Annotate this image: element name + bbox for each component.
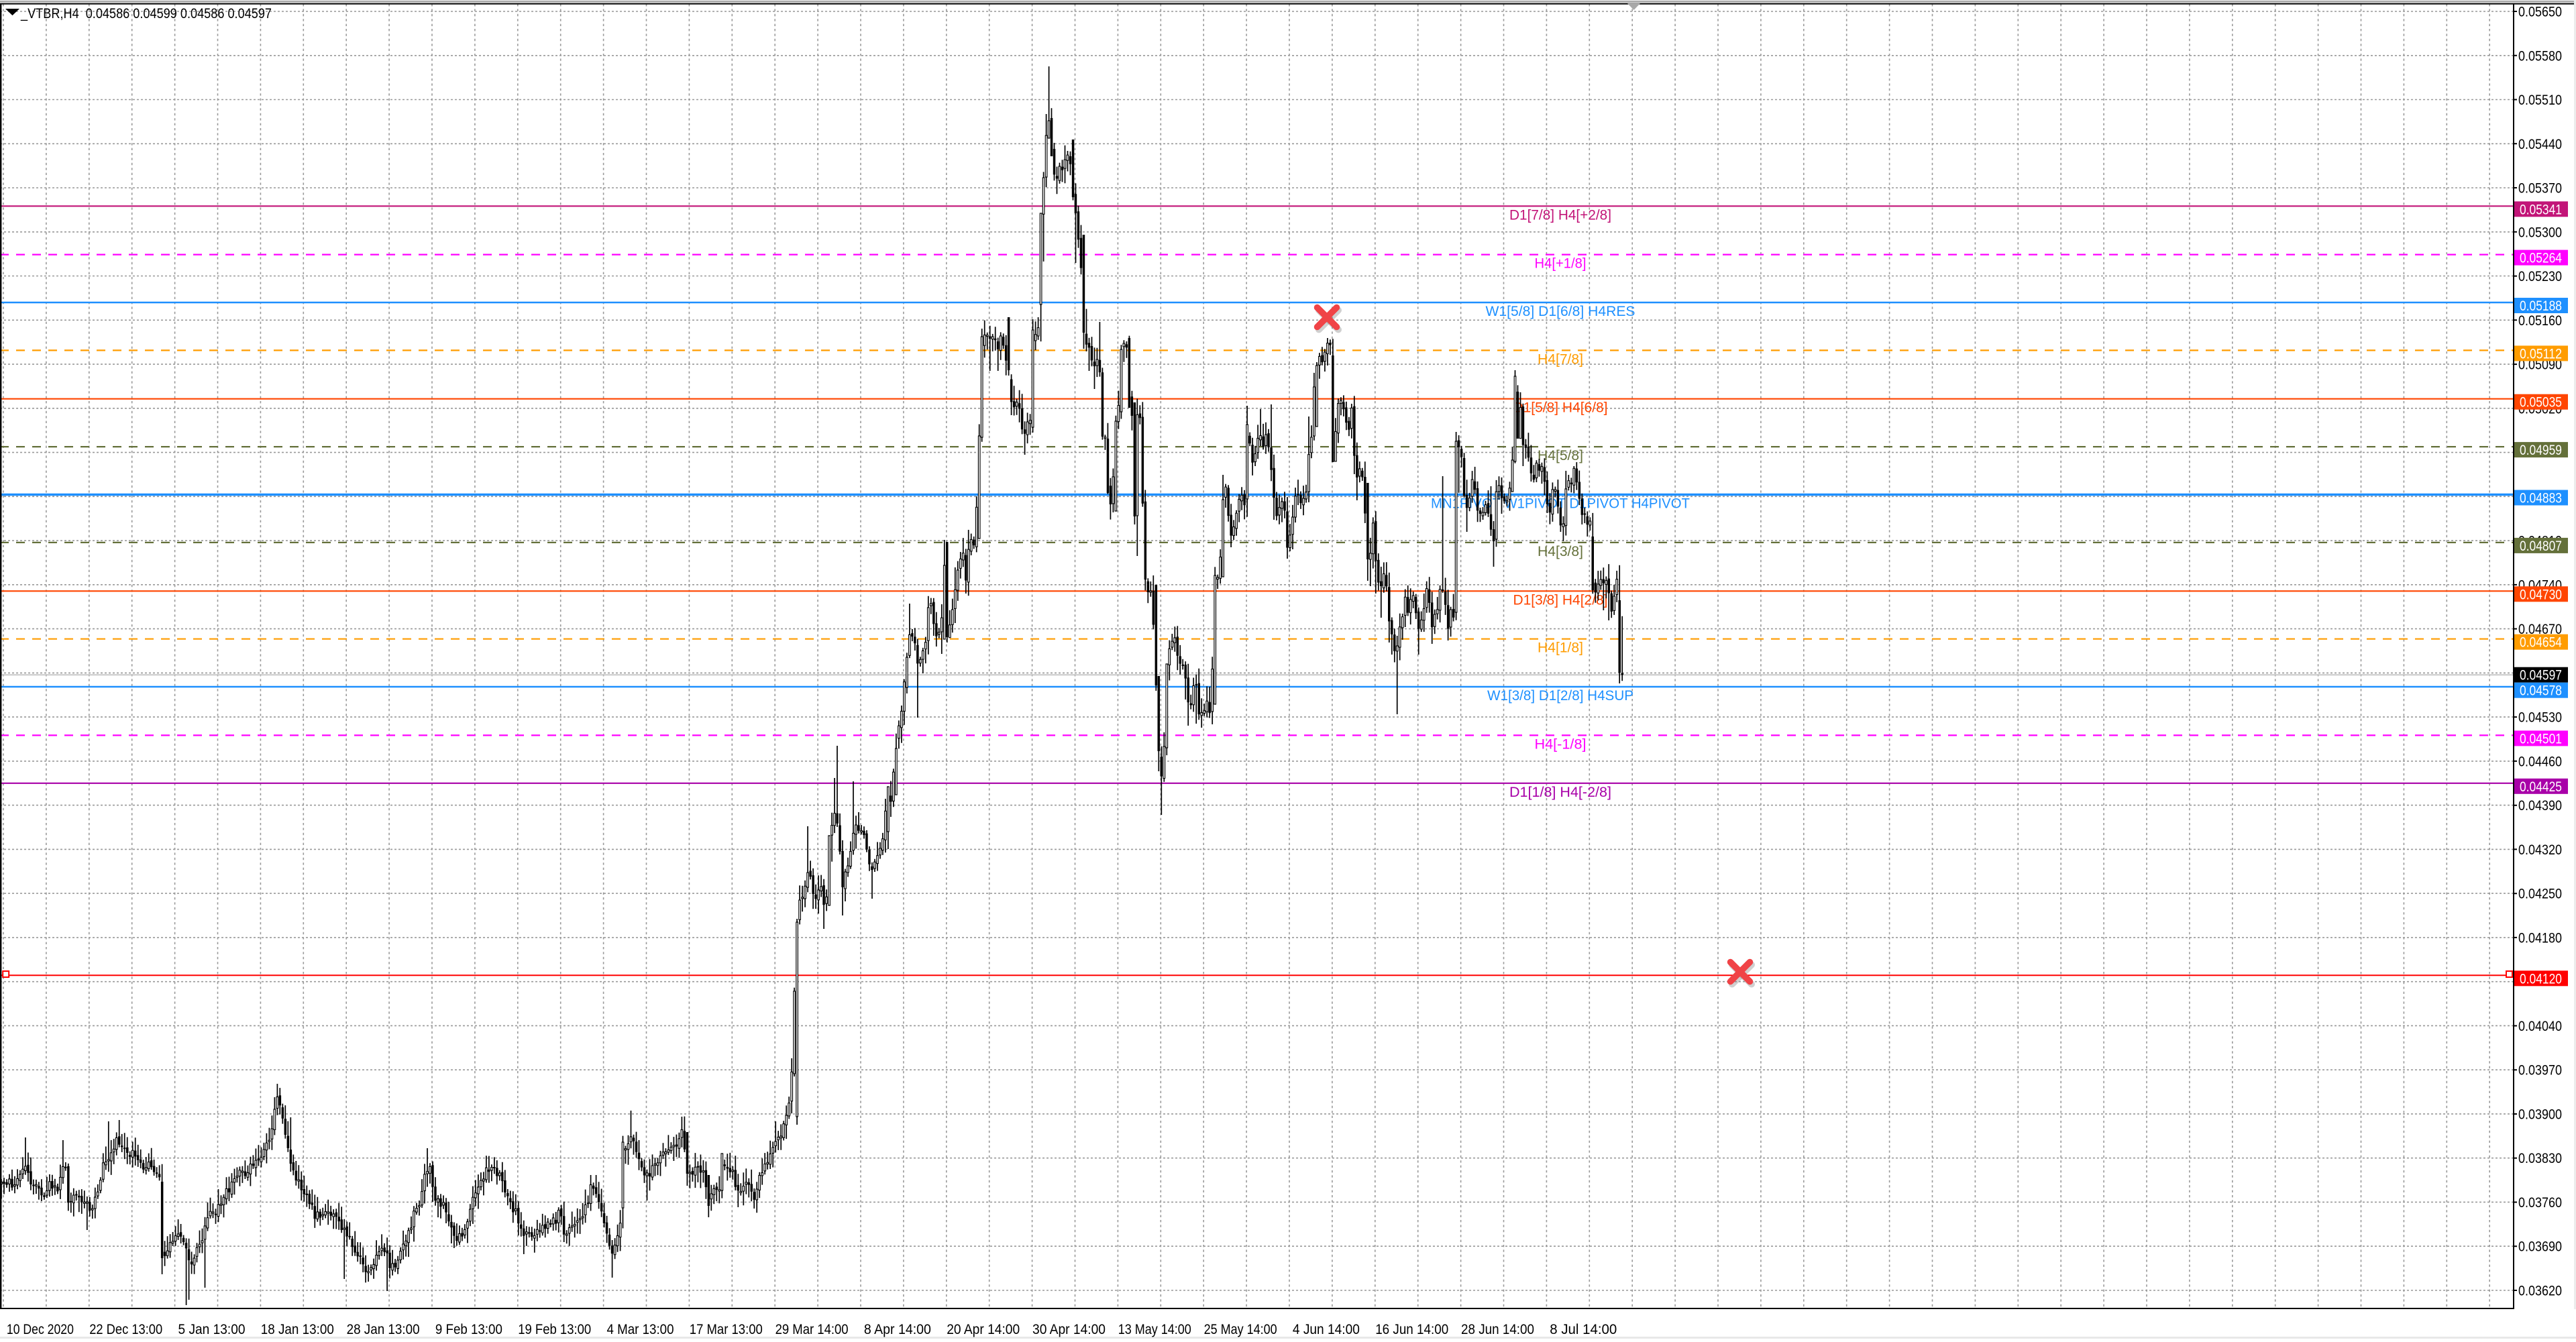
svg-text:4 Jun 14:00: 4 Jun 14:00 xyxy=(1293,1322,1360,1337)
svg-text:28 Jun 14:00: 28 Jun 14:00 xyxy=(1461,1322,1534,1337)
svg-text:0.05160: 0.05160 xyxy=(2518,313,2562,329)
svg-text:0.04730: 0.04730 xyxy=(2520,587,2562,602)
svg-text:0.05341: 0.05341 xyxy=(2520,202,2562,217)
svg-text:0.05230: 0.05230 xyxy=(2518,269,2562,284)
svg-text:0.04959: 0.04959 xyxy=(2520,443,2562,458)
svg-text:0.05580: 0.05580 xyxy=(2518,48,2562,64)
svg-text:0.04597: 0.04597 xyxy=(2520,668,2562,683)
svg-text:H4[+1/8]: H4[+1/8] xyxy=(1535,256,1587,272)
svg-text:0.03970: 0.03970 xyxy=(2518,1063,2562,1078)
svg-text:10 Dec 2020: 10 Dec 2020 xyxy=(7,1322,74,1337)
svg-text:W1[3/8] D1[2/8] H4SUP: W1[3/8] D1[2/8] H4SUP xyxy=(1487,688,1633,704)
svg-text:0.04250: 0.04250 xyxy=(2518,887,2562,902)
svg-text:0.05112: 0.05112 xyxy=(2520,346,2562,361)
svg-text:0.03830: 0.03830 xyxy=(2518,1151,2562,1166)
svg-text:D1[1/8] H4[-2/8]: D1[1/8] H4[-2/8] xyxy=(1509,785,1611,800)
svg-text:0.05035: 0.05035 xyxy=(2520,395,2562,410)
svg-text:0.04460: 0.04460 xyxy=(2518,754,2562,769)
svg-text:0.04501: 0.04501 xyxy=(2520,731,2562,746)
svg-text:28 Jan 13:00: 28 Jan 13:00 xyxy=(347,1322,420,1337)
svg-text:_VTBR,H4 0.04586 0.04599 0.04: _VTBR,H4 0.04586 0.04599 0.04586 0.04597 xyxy=(20,6,272,21)
svg-text:H4[3/8]: H4[3/8] xyxy=(1538,544,1583,559)
svg-text:H4[-1/8]: H4[-1/8] xyxy=(1535,736,1587,752)
svg-text:8 Jul 14:00: 8 Jul 14:00 xyxy=(1550,1322,1617,1337)
svg-text:0.05264: 0.05264 xyxy=(2520,251,2562,266)
svg-text:25 May 14:00: 25 May 14:00 xyxy=(1204,1322,1277,1337)
svg-text:0.04883: 0.04883 xyxy=(2520,491,2562,506)
svg-text:29 Mar 14:00: 29 Mar 14:00 xyxy=(775,1322,849,1337)
svg-text:0.04040: 0.04040 xyxy=(2518,1019,2562,1034)
svg-text:H4[5/8]: H4[5/8] xyxy=(1538,448,1583,463)
svg-text:0.04578: 0.04578 xyxy=(2520,683,2562,699)
svg-text:0.03900: 0.03900 xyxy=(2518,1107,2562,1123)
svg-text:0.05650: 0.05650 xyxy=(2518,5,2562,20)
svg-text:0.04390: 0.04390 xyxy=(2518,798,2562,814)
svg-text:0.04120: 0.04120 xyxy=(2520,971,2562,987)
svg-text:0.03620: 0.03620 xyxy=(2518,1284,2562,1299)
svg-text:0.04180: 0.04180 xyxy=(2518,930,2562,946)
svg-text:20 Apr 14:00: 20 Apr 14:00 xyxy=(947,1322,1020,1337)
svg-text:17 Mar 13:00: 17 Mar 13:00 xyxy=(690,1322,763,1337)
svg-text:22 Dec 13:00: 22 Dec 13:00 xyxy=(89,1322,162,1337)
svg-text:18 Jan 13:00: 18 Jan 13:00 xyxy=(261,1322,334,1337)
svg-text:0.03760: 0.03760 xyxy=(2518,1195,2562,1211)
svg-text:4 Mar 13:00: 4 Mar 13:00 xyxy=(607,1322,674,1337)
svg-text:0.04670: 0.04670 xyxy=(2518,622,2562,637)
svg-text:5 Jan 13:00: 5 Jan 13:00 xyxy=(178,1322,246,1337)
svg-text:0.05300: 0.05300 xyxy=(2518,225,2562,240)
svg-text:0.04654: 0.04654 xyxy=(2520,635,2562,651)
svg-text:8 Apr 14:00: 8 Apr 14:00 xyxy=(864,1322,931,1337)
svg-text:H4[1/8]: H4[1/8] xyxy=(1538,640,1583,656)
svg-text:D1[3/8] H4[2/8]: D1[3/8] H4[2/8] xyxy=(1513,592,1608,608)
svg-text:0.04530: 0.04530 xyxy=(2518,710,2562,726)
svg-text:0.05440: 0.05440 xyxy=(2518,137,2562,152)
svg-text:30 Apr 14:00: 30 Apr 14:00 xyxy=(1032,1322,1106,1337)
svg-text:0.04807: 0.04807 xyxy=(2520,539,2562,554)
svg-text:19 Feb 13:00: 19 Feb 13:00 xyxy=(518,1322,591,1337)
svg-text:0.04320: 0.04320 xyxy=(2518,842,2562,858)
svg-text:0.03690: 0.03690 xyxy=(2518,1239,2562,1255)
svg-text:0.05510: 0.05510 xyxy=(2518,93,2562,108)
svg-text:0.05188: 0.05188 xyxy=(2520,298,2562,314)
svg-text:13 May 14:00: 13 May 14:00 xyxy=(1118,1322,1191,1337)
svg-text:H4[7/8]: H4[7/8] xyxy=(1538,351,1583,367)
svg-text:W1[5/8] D1[6/8] H4RES: W1[5/8] D1[6/8] H4RES xyxy=(1486,304,1635,319)
svg-text:0.05370: 0.05370 xyxy=(2518,181,2562,197)
svg-text:D1[5/8] H4[6/8]: D1[5/8] H4[6/8] xyxy=(1513,400,1608,416)
svg-text:0.04425: 0.04425 xyxy=(2520,779,2562,795)
svg-text:D1[7/8] H4[+2/8]: D1[7/8] H4[+2/8] xyxy=(1509,207,1611,223)
svg-text:16 Jun 14:00: 16 Jun 14:00 xyxy=(1375,1322,1448,1337)
svg-text:9 Feb 13:00: 9 Feb 13:00 xyxy=(435,1322,502,1337)
